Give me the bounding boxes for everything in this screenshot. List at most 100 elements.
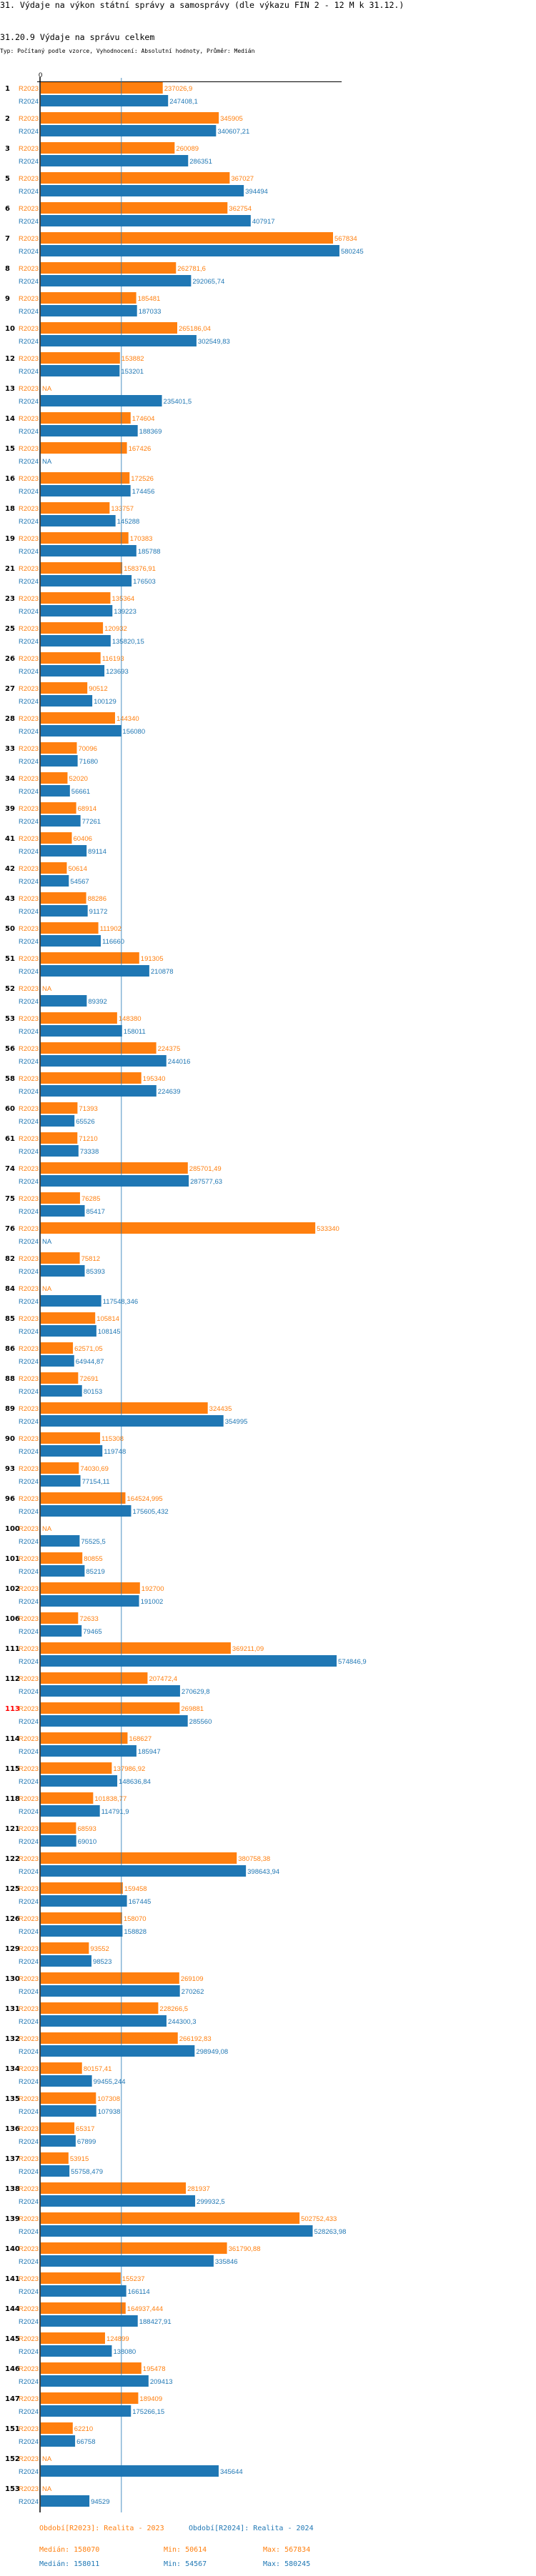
group-label: 5	[5, 175, 10, 183]
value-label: 188369	[139, 428, 162, 436]
group-label: 131	[5, 2005, 20, 2013]
bar-r2024	[41, 635, 111, 647]
stat-min: Min: 50614	[164, 2546, 207, 2554]
group-label: 76	[5, 1225, 15, 1233]
value-label: 345644	[220, 2468, 243, 2476]
value-label: 262781,6	[177, 265, 206, 273]
series-label: R2024	[19, 1898, 39, 1906]
value-label: 188427,91	[139, 2318, 172, 2326]
value-label: 50614	[68, 865, 86, 873]
series-label: R2023	[19, 1375, 39, 1383]
series-label: R2024	[19, 488, 39, 496]
value-label: 187033	[139, 308, 162, 316]
value-label: 224375	[158, 1045, 181, 1053]
value-label: 158828	[124, 1928, 147, 1936]
bar-r2023	[41, 1672, 148, 1684]
bar-r2023	[41, 1432, 101, 1444]
group-label: 27	[5, 685, 15, 693]
series-label: R2023	[19, 1105, 39, 1113]
bar-r2024	[41, 125, 217, 136]
bar-r2024	[41, 2435, 76, 2447]
stat-max: Max: 567834	[263, 2546, 310, 2554]
value-label: 111902	[100, 925, 121, 933]
series-label: R2023	[19, 2155, 39, 2163]
bar-r2023	[41, 682, 88, 694]
series-label: R2024	[19, 1418, 39, 1426]
series-label: R2024	[19, 128, 39, 136]
bar-r2023	[41, 2392, 139, 2404]
series-label: R2024	[19, 1028, 39, 1036]
series-label: R2024	[19, 518, 39, 526]
bar-r2024	[41, 935, 101, 947]
value-label: 175605,432	[132, 1508, 168, 1516]
value-label: 123693	[106, 668, 129, 676]
group-label: 9	[5, 295, 10, 303]
bar-r2024	[41, 2195, 196, 2207]
series-label: R2024	[19, 338, 39, 346]
bar-r2024	[41, 1685, 180, 1697]
group-label: 14	[5, 415, 15, 423]
value-label: 115308	[101, 1435, 124, 1443]
group-label: 152	[5, 2455, 20, 2463]
group-label: 86	[5, 1345, 15, 1353]
value-label: 66758	[76, 2438, 95, 2446]
series-label: R2023	[19, 2395, 39, 2403]
bar-r2023	[41, 1552, 83, 1564]
value-label: 88286	[88, 895, 106, 903]
group-label: 10	[5, 325, 15, 333]
bar-r2024	[41, 365, 120, 376]
bar-r2024	[41, 2015, 167, 2027]
bar-r2024	[41, 2375, 149, 2387]
series-label: R2024	[19, 2468, 39, 2476]
series-label: R2023	[19, 1555, 39, 1563]
stat-max: Max: 580245	[263, 2560, 310, 2568]
series-label: R2024	[19, 968, 39, 976]
series-label: R2024	[19, 248, 39, 256]
bar-r2024	[41, 185, 244, 196]
group-label: 1	[5, 85, 10, 93]
series-label: R2024	[19, 2018, 39, 2026]
bar-r2023	[41, 622, 104, 634]
group-label: 56	[5, 1045, 15, 1053]
series-label: R2024	[19, 608, 39, 616]
group-label: 132	[5, 2035, 20, 2043]
value-label: 533340	[317, 1225, 339, 1233]
value-label: 195340	[143, 1075, 166, 1083]
series-label: R2024	[19, 2198, 39, 2206]
bar-r2023	[41, 2212, 300, 2224]
value-label: 71680	[79, 758, 98, 766]
series-label: R2024	[19, 2378, 39, 2386]
bar-r2024	[41, 335, 197, 346]
value-label: 174456	[132, 488, 155, 496]
series-label: R2024	[19, 638, 39, 646]
series-label: R2023	[19, 2035, 39, 2043]
series-label: R2023	[19, 1525, 39, 1533]
series-label: R2024	[19, 1208, 39, 1216]
series-label: R2024	[19, 1748, 39, 1756]
value-label: 80153	[84, 1388, 102, 1396]
series-label: R2024	[19, 2348, 39, 2356]
bar-r2024	[41, 1325, 96, 1337]
bar-r2024	[41, 1865, 247, 1877]
bar-r2024	[41, 1025, 122, 1037]
value-label: 172526	[131, 475, 154, 483]
chart-caption: Typ: Počítaný podle vzorce, Vyhodnocení:…	[0, 48, 255, 54]
chart-subtitle: 31.20.9 Výdaje na správu celkem	[0, 32, 155, 42]
group-label: 100	[5, 1525, 20, 1533]
value-label: 52020	[69, 775, 87, 783]
bar-r2023	[41, 2152, 69, 2164]
series-label: R2024	[19, 1538, 39, 1546]
bar-r2024	[41, 1625, 82, 1637]
value-label: 158011	[124, 1028, 146, 1036]
bar-r2024	[41, 725, 121, 737]
legend-entry-r2023: Období[R2023]: Realita - 2023	[39, 2524, 164, 2532]
bar-r2024	[41, 2225, 313, 2237]
value-label: 361790,88	[229, 2245, 261, 2253]
value-label: 116660	[102, 938, 124, 946]
series-label: R2023	[19, 715, 39, 723]
bar-r2024	[41, 1745, 137, 1757]
bar-r2024	[41, 1175, 189, 1187]
series-label: R2024	[19, 818, 39, 826]
value-label: 54567	[70, 878, 89, 886]
bar-r2024	[41, 1595, 139, 1607]
